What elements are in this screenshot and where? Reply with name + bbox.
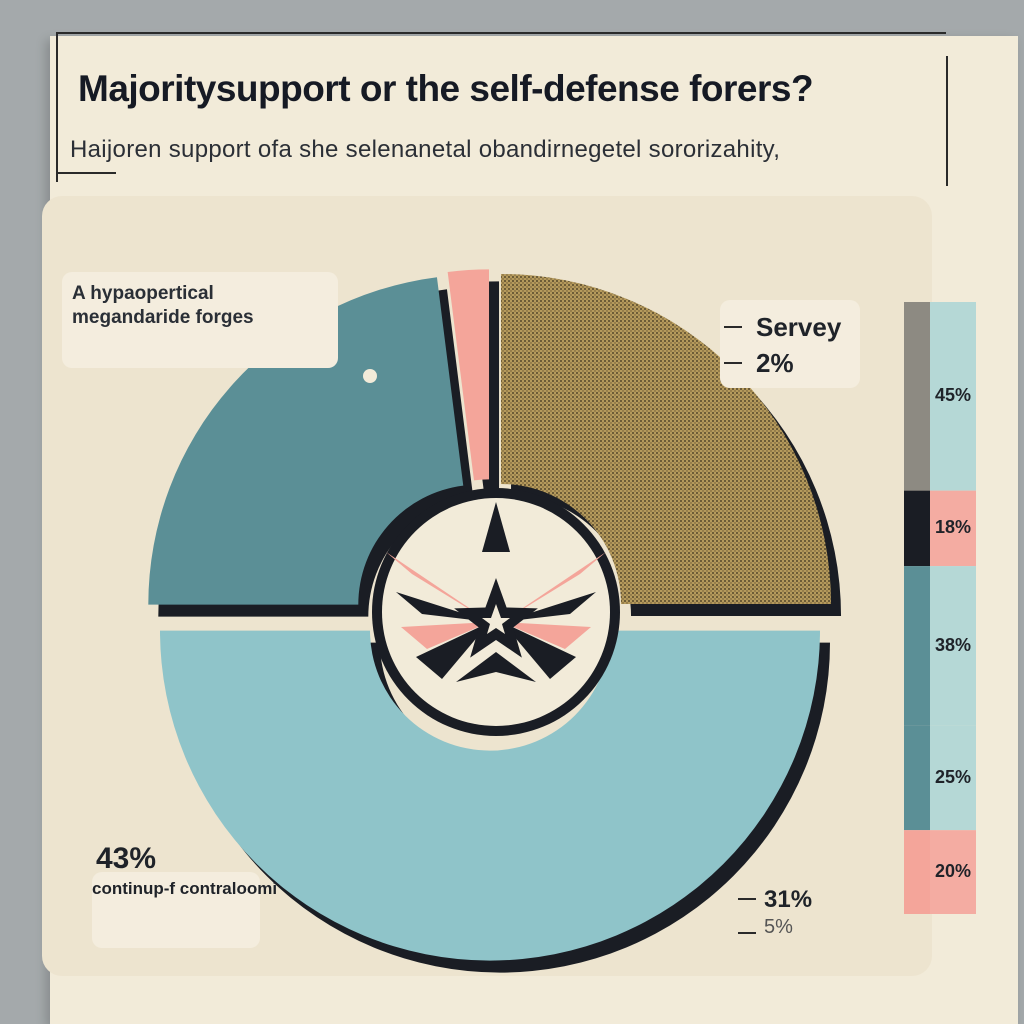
- emblem-wing-right: [502, 622, 591, 649]
- bottom-right-dash-a: [738, 898, 756, 900]
- pie-chart: [148, 269, 842, 973]
- bar-segment-strip: [904, 725, 930, 831]
- header-frame-left: [56, 32, 58, 182]
- bottom-left-label: continup-f contraloomi: [92, 879, 278, 898]
- bar-segment-label: 20%: [934, 861, 972, 882]
- emblem-arrow: [482, 502, 510, 552]
- survey-dash: [724, 326, 742, 328]
- chart-subtitle: Haijoren support ofa she selenanetal oba…: [70, 136, 781, 163]
- chart-title: Majoritysupport or the self-defense fore…: [78, 68, 814, 109]
- survey-pct-dash: [724, 362, 742, 364]
- survey-annotation-card: [720, 300, 860, 388]
- emblem-wing-left: [401, 622, 490, 649]
- survey-label: Servey: [756, 312, 842, 342]
- pie-slice: [148, 277, 464, 605]
- emblem-inner-star: [482, 604, 510, 634]
- bar-segment: [930, 490, 976, 567]
- header-frame: [58, 32, 946, 184]
- bar-segment: [930, 725, 976, 831]
- emblem-wing-left: [386, 552, 490, 622]
- bar-segment-label: 38%: [934, 634, 972, 655]
- decor-dot: [363, 369, 377, 383]
- emblem-wing-left: [416, 622, 490, 679]
- stacked-bar: [904, 302, 976, 914]
- bottom-right-label-b: 5%: [764, 916, 793, 938]
- bar-segment: [930, 302, 976, 491]
- header-frame-foot: [56, 172, 116, 174]
- emblem-tail: [456, 652, 536, 682]
- left-annotation-card: [62, 272, 338, 368]
- bar-segment-strip: [904, 490, 930, 567]
- bottom-right-label-a: 31%: [764, 886, 813, 913]
- pie-slice: [501, 273, 832, 604]
- emblem-wing-right: [502, 622, 576, 679]
- bar-segment-label: 45%: [934, 385, 972, 406]
- bottom-right-dash-b: [738, 932, 756, 934]
- bar-segment-strip: [904, 566, 930, 726]
- bar-segment-label: 25%: [934, 766, 972, 787]
- star-wing-emblem: [372, 488, 620, 736]
- bar-segment: [930, 830, 976, 914]
- survey-pct: 2%: [756, 348, 794, 378]
- bar-segment-strip: [904, 302, 930, 491]
- emblem-wing-right: [502, 552, 606, 622]
- bottom-left-card: [92, 872, 260, 948]
- pie-slice: [447, 269, 490, 481]
- bottom-left-pct: 43%: [96, 842, 157, 875]
- pie-slice: [160, 630, 820, 961]
- left-annotation-label: A hypaopertical megandaride forges: [72, 283, 254, 328]
- header-frame-right: [946, 56, 948, 186]
- bar-segment-strip: [904, 830, 930, 914]
- bar-segment-label: 18%: [934, 517, 972, 538]
- bar-segment: [930, 566, 976, 726]
